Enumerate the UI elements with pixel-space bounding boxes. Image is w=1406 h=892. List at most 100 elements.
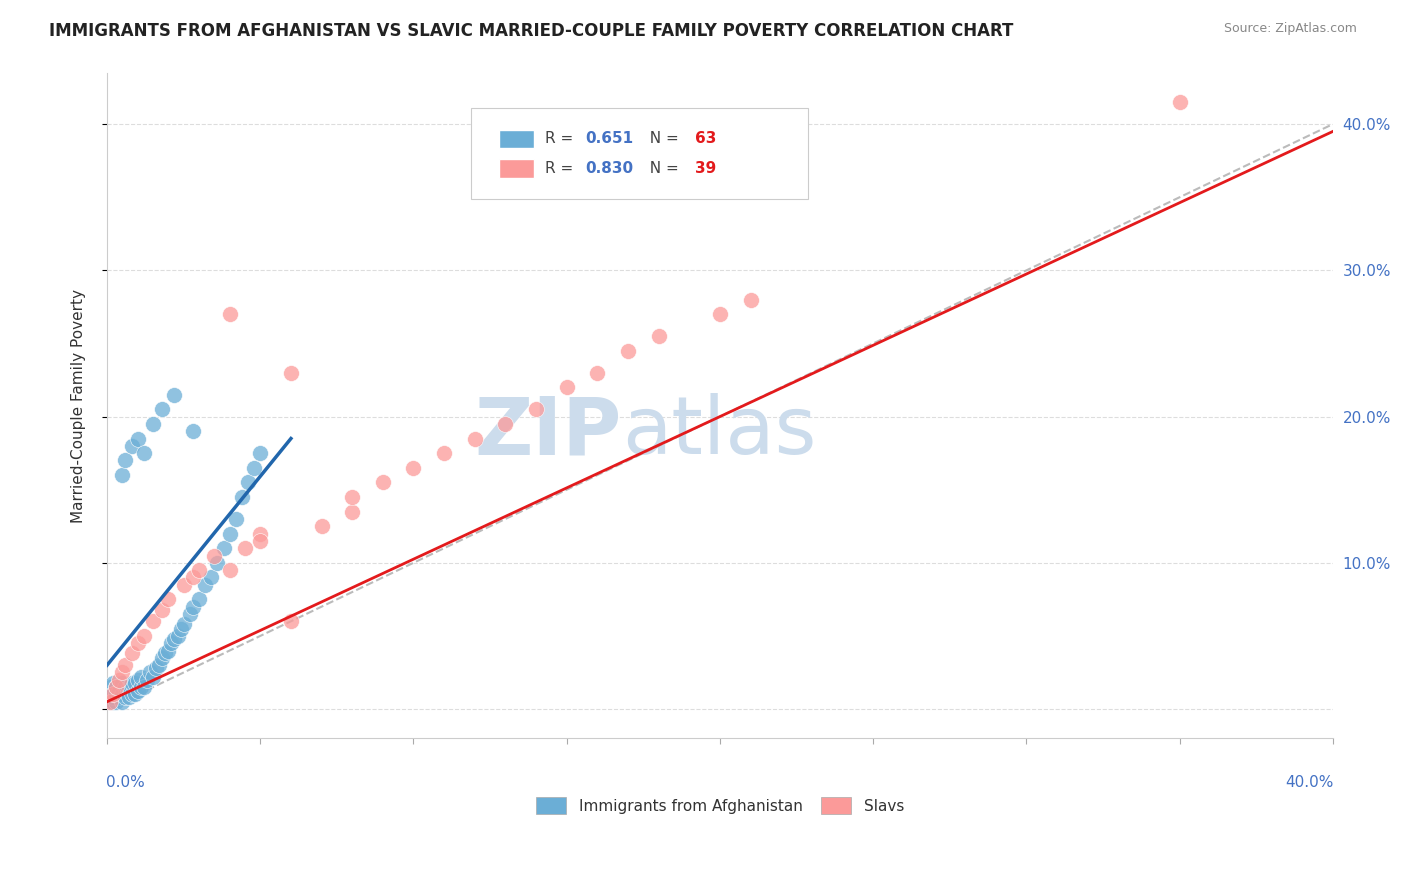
Point [135,673,157,687]
Point [166,629,188,643]
Text: atlas: atlas [621,393,817,471]
Point [709,307,731,321]
Point [163,632,186,646]
Point [280,615,302,629]
Point [236,475,259,490]
Point [233,541,256,556]
Text: N =: N = [640,131,683,146]
Point [98,695,121,709]
Point [163,387,186,401]
Point [155,647,177,661]
Point [132,446,155,460]
Text: 39: 39 [696,161,717,177]
Point [494,417,516,431]
Point [114,453,136,467]
Point [194,578,217,592]
Point [124,687,146,701]
Point [212,541,235,556]
Point [617,343,640,358]
Point [111,675,134,690]
Text: 0.830: 0.830 [585,161,633,177]
Point [142,670,165,684]
Point [121,675,143,690]
Point [108,684,131,698]
Point [127,673,149,687]
Point [105,695,128,709]
Point [181,599,204,614]
Point [127,432,149,446]
Point [124,675,146,690]
Text: 63: 63 [696,131,717,146]
Point [647,329,669,343]
Point [249,446,271,460]
Text: 0.651: 0.651 [585,131,633,146]
Point [157,643,180,657]
Point [225,512,247,526]
FancyBboxPatch shape [471,108,808,200]
Point [181,570,204,584]
Text: R =: R = [544,131,578,146]
Point [200,570,222,584]
Point [218,307,240,321]
Point [103,695,125,709]
Point [121,439,143,453]
Point [280,366,302,380]
Point [103,690,125,705]
Text: 40.0%: 40.0% [1285,775,1334,789]
Point [132,629,155,643]
Point [179,607,201,621]
Point [105,680,128,694]
Point [139,665,162,680]
Point [114,690,136,705]
Point [117,690,139,705]
Point [132,680,155,694]
Point [555,380,578,394]
Point [148,658,170,673]
Point [127,684,149,698]
Point [464,432,486,446]
Point [98,680,121,694]
Point [121,647,143,661]
Point [231,490,253,504]
Point [105,687,128,701]
Point [127,636,149,650]
Point [311,519,333,533]
Y-axis label: Married-Couple Family Poverty: Married-Couple Family Poverty [72,289,86,523]
Point [145,661,167,675]
Point [160,636,183,650]
Point [103,684,125,698]
Point [249,526,271,541]
Point [188,592,211,607]
Point [150,602,173,616]
Text: Source: ZipAtlas.com: Source: ZipAtlas.com [1223,22,1357,36]
Point [111,695,134,709]
Point [169,622,191,636]
Point [249,533,271,548]
Point [108,673,131,687]
Point [117,680,139,694]
Point [114,680,136,694]
Point [181,424,204,438]
Point [98,687,121,701]
Bar [499,129,534,148]
Text: 0.0%: 0.0% [105,775,145,789]
Point [150,651,173,665]
Point [740,293,762,307]
Point [218,563,240,577]
Point [207,556,229,570]
Point [202,549,225,563]
Point [108,690,131,705]
Point [114,658,136,673]
Point [433,446,456,460]
Point [142,615,165,629]
Point [173,578,195,592]
Point [243,460,266,475]
Point [188,563,211,577]
Point [586,366,609,380]
Point [121,687,143,701]
Point [111,687,134,701]
Point [98,695,121,709]
Point [105,680,128,694]
Point [129,670,152,684]
Point [129,680,152,694]
